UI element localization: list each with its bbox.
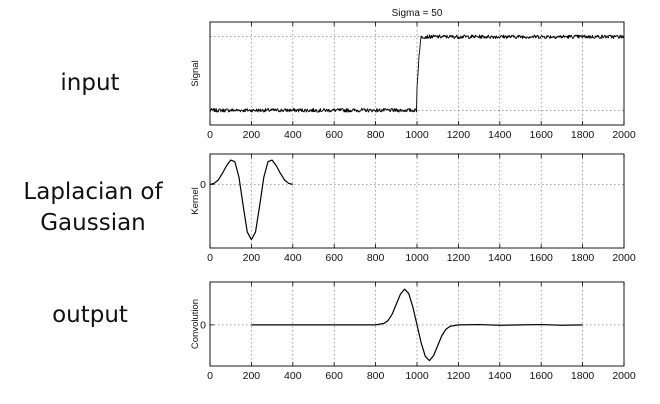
signal-x-tick-label: 1000 — [405, 129, 429, 141]
convolution-x-tick-label: 0 — [207, 370, 213, 382]
kernel-x-tick-label: 0 — [207, 252, 213, 264]
convolution-x-tick-label: 1200 — [447, 370, 471, 382]
signal-x-tick-label: 800 — [367, 129, 385, 141]
kernel-axes-box — [209, 153, 625, 249]
signal-series-line-0 — [209, 34, 625, 113]
kernel-x-tick-label: 600 — [325, 252, 343, 264]
convolution-x-tick-label: 2000 — [612, 370, 636, 382]
kernel-y-tick-label: 0 — [200, 179, 206, 191]
convolution-x-tick-label: 600 — [325, 370, 343, 382]
signal-x-tick-label: 1600 — [530, 129, 554, 141]
row-label-input: input — [60, 70, 120, 96]
kernel-x-tick-label: 1600 — [530, 252, 554, 264]
kernel-x-tick-label: 1800 — [571, 252, 595, 264]
signal-y-axis-label: Signal — [190, 60, 201, 86]
convolution-x-tick-label: 800 — [367, 370, 385, 382]
convolution-y-axis-label: Convolution — [190, 299, 201, 349]
panel-signal: 0 200 400 600 800 1000 1200 1400 1600 1800 2000 Sig… — [190, 8, 636, 141]
kernel-x-tick-label: 1400 — [488, 252, 512, 264]
kernel-x-tick-label: 400 — [284, 252, 302, 264]
convolution-x-tick-label: 1000 — [405, 370, 429, 382]
kernel-x-tick-label: 200 — [243, 252, 261, 264]
signal-x-tick-label: 2000 — [612, 129, 636, 141]
convolution-x-tick-label: 200 — [243, 370, 261, 382]
kernel-x-tick-label: 2000 — [612, 252, 636, 264]
kernel-x-tick-label: 1200 — [447, 252, 471, 264]
signal-x-tick-label: 0 — [207, 129, 213, 141]
panel-kernel: 0 200 400 600 800 1000 1200 1400 1600 1800 20000Ke… — [190, 153, 636, 264]
convolution-x-tick-label: 400 — [284, 370, 302, 382]
kernel-x-tick-label: 1000 — [405, 252, 429, 264]
convolution-x-tick-label: 1800 — [571, 370, 595, 382]
kernel-y-axis-label: Kernel — [190, 187, 201, 214]
signal-x-tick-label: 400 — [284, 129, 302, 141]
row-label-laplacian-of-gaussian: Laplacian of Gaussian — [0, 177, 186, 239]
convolution-y-tick-label: 0 — [200, 319, 206, 331]
row-label-output: output — [52, 302, 128, 328]
panel-convolution: 0 200 400 600 800 1000 1200 1400 1600 1800 20000Co… — [190, 281, 636, 382]
signal-x-tick-label: 600 — [325, 129, 343, 141]
signal-x-tick-label: 200 — [243, 129, 261, 141]
convolution-series-line-0 — [251, 288, 583, 362]
kernel-series-line-0 — [209, 159, 293, 241]
kernel-x-tick-label: 800 — [367, 252, 385, 264]
signal-title: Sigma = 50 — [392, 8, 443, 19]
convolution-x-tick-label: 1400 — [488, 370, 512, 382]
signal-x-tick-label: 1800 — [571, 129, 595, 141]
row-label-log-line2: Gaussian — [40, 210, 146, 236]
signal-x-tick-label: 1200 — [447, 129, 471, 141]
row-label-log-line1: Laplacian of — [23, 179, 163, 205]
convolution-x-tick-label: 1600 — [530, 370, 554, 382]
signal-x-tick-label: 1400 — [488, 129, 512, 141]
